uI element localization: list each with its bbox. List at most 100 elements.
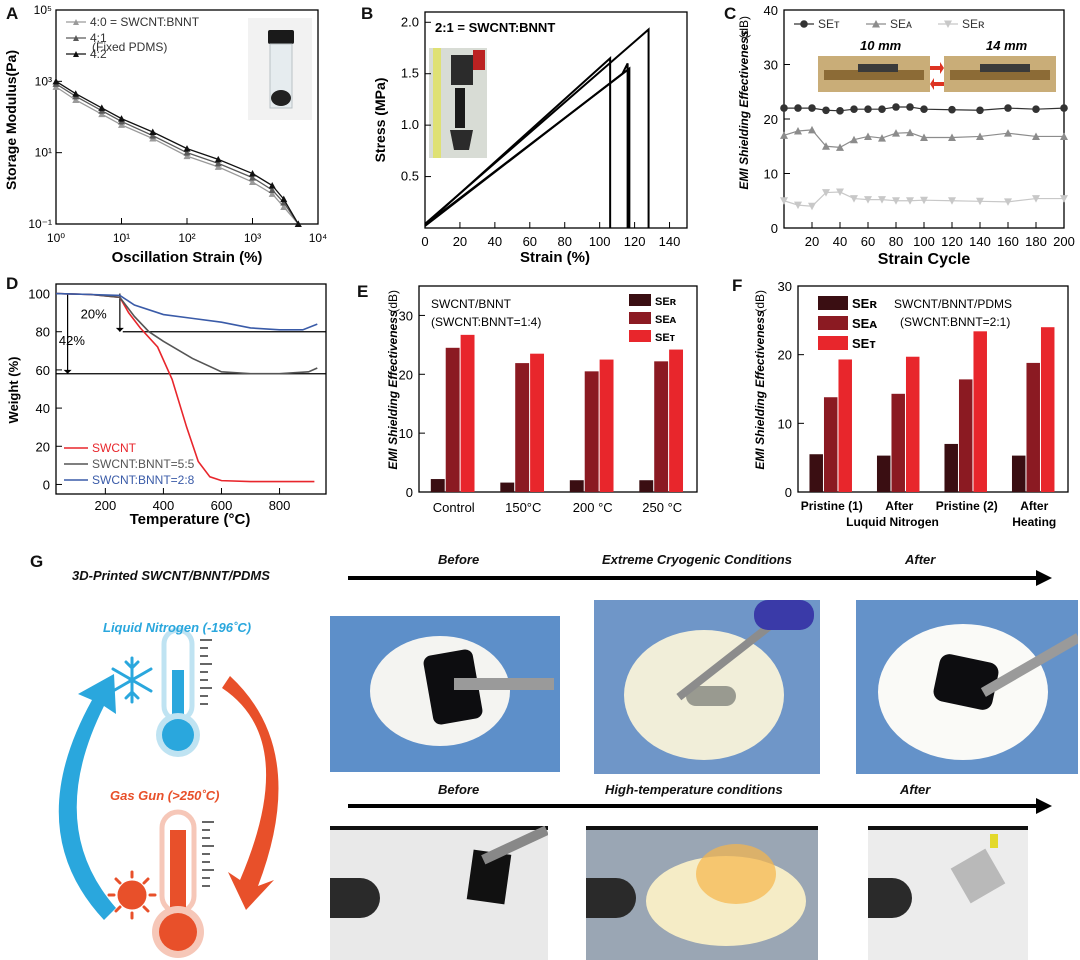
bar-svgF-0 xyxy=(1011,455,1026,492)
data-point-c xyxy=(850,105,858,113)
bar-svgE-2 xyxy=(599,359,614,492)
y-tick-label-d: 40 xyxy=(36,401,50,416)
x-tick-label-b: 20 xyxy=(453,234,467,249)
legend-label-e: SEʀ xyxy=(655,296,677,308)
x-tick-label-a: 10¹ xyxy=(113,231,130,245)
annotation-42pct: 42% xyxy=(59,333,85,348)
x-tick-label-d: 400 xyxy=(153,498,175,513)
legend-label-d: SWCNT:BNNT=2:8 xyxy=(92,473,195,487)
data-point-c xyxy=(892,129,900,137)
data-point-a xyxy=(52,77,60,85)
ylabel-c: EMI Shielding Effectiveness xyxy=(737,30,751,189)
data-point-a xyxy=(118,115,125,122)
legend-label-c: SEʀ xyxy=(962,17,985,31)
bar-svgE-1 xyxy=(584,371,599,492)
ylabel-f: EMI Shielding Effectiveness xyxy=(753,310,767,469)
data-point-c xyxy=(780,197,788,205)
ylabel-d: Weight (%) xyxy=(6,357,21,424)
ylabel-a: Storage Modulus(Pa) xyxy=(3,50,19,190)
panel-label-b: B xyxy=(361,4,374,23)
panel-c: C Strain Cycle EMI Shielding Effectivene… xyxy=(718,0,1080,270)
arrowhead-42pct xyxy=(63,369,72,374)
x-tick-sub-f: Luquid Nitrogen xyxy=(846,515,939,529)
x-tick-label-e: 200 °C xyxy=(573,500,613,515)
tga-line-d xyxy=(55,292,318,375)
photo-cryo-before xyxy=(330,616,560,772)
data-point-c xyxy=(780,131,788,139)
ylabel-b: Stress (MPa) xyxy=(372,78,388,163)
chart-b: 2:1 = SWCNT:BNNT Strain (%) Stress (MPa)… xyxy=(372,11,688,266)
bar-svgE-0 xyxy=(639,480,654,492)
x-tick-label-a: 10⁴ xyxy=(309,231,328,245)
x-tick-label-e: Control xyxy=(433,500,475,515)
data-point-a xyxy=(249,170,256,177)
legend-label-c: SEᴛ xyxy=(818,17,840,31)
x-tick-label-c: 120 xyxy=(941,234,963,249)
photo-heat-after xyxy=(868,826,1028,960)
timeline-arrow-cold xyxy=(348,570,1052,586)
chart-a: Oscillation Strain (%) Storage Modulus(P… xyxy=(3,3,328,266)
data-point-a xyxy=(249,178,256,186)
data-point-a xyxy=(149,128,157,135)
xlabel-a: Oscillation Strain (%) xyxy=(112,249,263,266)
y-tick-label-a: 10³ xyxy=(35,74,52,88)
data-point-c xyxy=(878,196,886,204)
yunit-e: (dB) xyxy=(386,290,400,313)
x-tick-label-e: 150°C xyxy=(505,500,541,515)
data-point-c xyxy=(836,188,844,197)
legend-label-e: SEᴀ xyxy=(655,314,677,326)
data-point-a xyxy=(268,186,276,193)
data-point-c xyxy=(920,196,928,205)
data-point-c xyxy=(822,142,830,150)
data-point-c xyxy=(1060,104,1068,112)
x-tick-label-c: 180 xyxy=(1025,234,1047,249)
arrowhead-20pct xyxy=(115,327,124,332)
photo-heat-before xyxy=(330,826,548,960)
bar-svgF-1 xyxy=(891,393,905,492)
y-tick-label-f: 20 xyxy=(778,348,792,363)
data-point-a xyxy=(214,155,222,163)
snowflake-icon xyxy=(111,656,153,704)
data-point-c xyxy=(1004,129,1012,137)
bar-svgE-1 xyxy=(445,347,460,492)
bar-svgF-0 xyxy=(944,443,958,492)
legend-label-c: SEᴀ xyxy=(890,17,912,31)
yunit-f: (dB) xyxy=(753,290,767,313)
legend-marker-a xyxy=(73,51,79,57)
y-tick-label-e: 20 xyxy=(399,367,413,382)
legend-label-a: 4:0 = SWCNT:BNNT xyxy=(90,15,200,29)
note-f-2: (SWCNT:BNNT=2:1) xyxy=(900,315,1010,329)
hot-label: Gas Gun (>250˚C) xyxy=(110,788,220,803)
x-tick-label-c: 200 xyxy=(1053,234,1075,249)
x-tick-label-d: 200 xyxy=(95,498,117,513)
data-point-c xyxy=(906,128,914,137)
panel-label-f: F xyxy=(732,276,743,295)
bar-svgE-0 xyxy=(500,482,515,492)
legend-label-a: 4:1 xyxy=(90,31,107,45)
legend-label-d: SWCNT:BNNT=5:5 xyxy=(92,457,195,471)
chart-c: Strain Cycle EMI Shielding Effectiveness… xyxy=(737,3,1075,268)
row2-middle: High-temperature conditions xyxy=(605,782,783,797)
bar-svgE-2 xyxy=(530,353,545,492)
data-point-c xyxy=(1032,105,1040,113)
bar-svgF-2 xyxy=(973,331,987,492)
row1-middle: Extreme Cryogenic Conditions xyxy=(602,552,792,567)
x-tick-label-f: After xyxy=(885,499,913,513)
panel-d: D Temperature (°C) Weight (%) 200 400 600 8… xyxy=(0,272,340,534)
panel-label-e: E xyxy=(357,282,369,301)
x-tick-label-c: 100 xyxy=(913,234,935,249)
hot-thermometer-icon xyxy=(152,809,214,958)
legend-label-a: 4:2 xyxy=(90,47,107,61)
y-tick-label-c: 10 xyxy=(764,167,778,182)
x-tick-label-e: 250 °C xyxy=(642,500,682,515)
panel-e: E EMI Shielding Effectiveness (dB) SWCNT… xyxy=(355,272,705,534)
title-b: 2:1 = SWCNT:BNNT xyxy=(435,20,555,35)
x-tick-label-c: 160 xyxy=(997,234,1019,249)
data-point-c xyxy=(920,133,928,142)
y-tick-label-b: 2.0 xyxy=(401,14,419,29)
bar-svgF-2 xyxy=(838,359,852,492)
y-tick-label-e: 0 xyxy=(406,485,413,500)
data-point-a xyxy=(214,159,222,167)
row1-after: After xyxy=(905,552,936,567)
y-tick-label-f: 10 xyxy=(778,416,792,431)
